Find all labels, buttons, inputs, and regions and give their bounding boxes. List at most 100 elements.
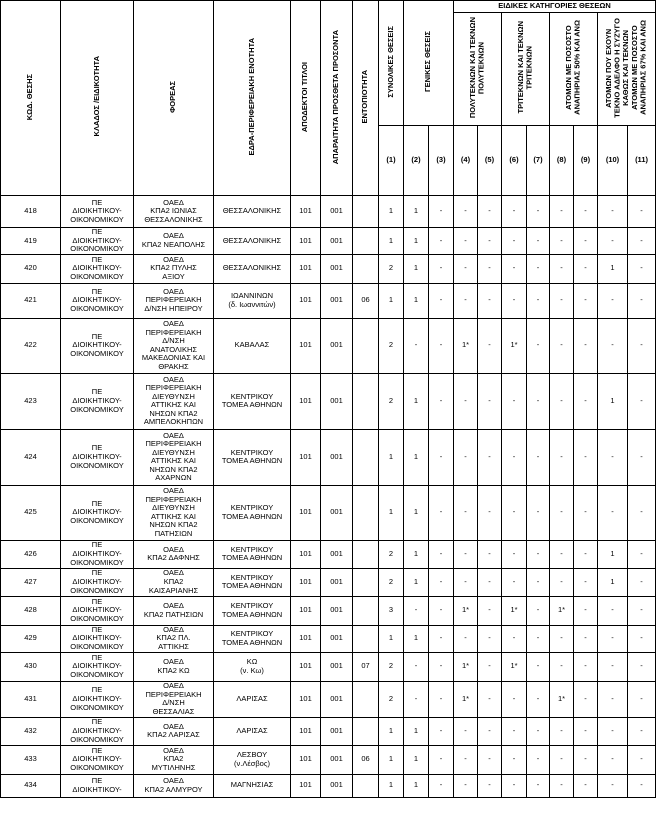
table-cell: 2: [378, 253, 404, 284]
table-cell: 101: [290, 195, 321, 228]
table-cell: 1: [403, 484, 429, 541]
table-cell: -: [597, 227, 628, 255]
table-cell: 101: [290, 716, 321, 746]
table-cell: ΠΕ ΔΙΟΙΚΗΤΙΚΟΥ- ΟΙΚΟΝΟΜΙΚΟΥ: [60, 317, 134, 374]
table-cell: ΠΕ ΔΙΟΙΚΗΤΙΚΟΥ- ΟΙΚΟΝΟΜΙΚΟΥ: [60, 680, 134, 718]
table-cell: ΟΑΕΔ ΚΠΑ2 ΙΩΝΙΑΣ ΘΕΣΣΑΛΟΝΙΚΗΣ: [133, 195, 214, 228]
table-cell: 101: [290, 567, 321, 597]
table-cell: 1: [378, 744, 404, 775]
table-cell: -: [573, 624, 598, 653]
table-cell: ΚΕΝΤΡΙΚΟΥ ΤΟΜΕΑ ΑΘΗΝΩΝ: [213, 624, 291, 653]
table-cell: -: [549, 227, 574, 255]
table-cell: -: [501, 195, 527, 228]
subgroup-header: ΠΟΛΥΤΕΚΝΩΝ ΚΑΙ ΤΕΚΝΩΝ ΠΟΛΥΤΕΚΝΩΝ: [453, 12, 502, 126]
table-cell: -: [477, 253, 502, 284]
table-cell: -: [428, 744, 454, 775]
table-cell: 1*: [501, 317, 527, 374]
table-cell: -: [597, 282, 628, 319]
table-row: 422 ΠΕ ΔΙΟΙΚΗΤΙΚΟΥ- ΟΙΚΟΝΟΜΙΚΟΥ ΟΑΕΔ ΠΕΡΙΦ…: [0, 317, 657, 374]
table-cell: ΟΑΕΔ ΠΕΡΙΦΕΡΕΙΑΚΗ ΔΙΕΥΘΥΝΣΗ ΑΤΤΙΚΗΣ ΚΑΙ …: [133, 372, 214, 430]
column-number: (9): [573, 125, 598, 196]
table-cell: -: [403, 680, 429, 718]
table-row: 420 ΠΕ ΔΙΟΙΚΗΤΙΚΟΥ- ΟΙΚΟΝΟΜΙΚΟΥ ΟΑΕΔ ΚΠΑ2 …: [0, 253, 657, 284]
column-number: (5): [477, 125, 502, 196]
table-cell: 1: [403, 372, 429, 430]
table-cell: -: [477, 428, 502, 486]
table-row: 418 ΠΕ ΔΙΟΙΚΗΤΙΚΟΥ- ΟΙΚΟΝΟΜΙΚΟΥ ΟΑΕΔ ΚΠΑ2 …: [0, 195, 657, 228]
column-header-text: ΓΕΝΙΚΕΣ ΘΕΣΕΙΣ: [423, 31, 433, 93]
table-cell: 2: [378, 651, 404, 682]
table-cell: -: [428, 253, 454, 284]
table-cell: -: [626, 595, 657, 626]
table-cell: 001: [320, 744, 353, 775]
table-cell: [352, 372, 379, 430]
table-cell: -: [626, 567, 657, 597]
table-cell: 431: [0, 680, 61, 718]
table-cell: -: [477, 372, 502, 430]
column-header-text: ΕΝΤΟΠΙΟΤΗΤΑ: [360, 69, 370, 124]
column-number: (11): [626, 125, 657, 196]
header-row: ΚΩΔ. ΘΕΣΗΣ ΚΛΑΔΟΣ /ΕΙΔΙΚΟΤΗΤΑ ΦΟΡΕΑΣ ΕΔΡΑ-Π…: [0, 0, 657, 196]
table-cell: 001: [320, 680, 353, 718]
table-row: 426 ΠΕ ΔΙΟΙΚΗΤΙΚΟΥ- ΟΙΚΟΝΟΜΙΚΟΥ ΟΑΕΔ ΚΠΑ2 …: [0, 539, 657, 569]
table-cell: 1: [403, 567, 429, 597]
table-cell: -: [597, 624, 628, 653]
table-cell: [352, 195, 379, 228]
table-cell: -: [573, 317, 598, 374]
subgroup-header: ΑΤΟΜΩΝ ΠΟΥ ΕΧΟΥΝ ΤΕΚΝΟ ΑΔΕΛΦΟ Η ΣΥΖΥΓΟ Κ…: [596, 12, 657, 126]
table-cell: -: [573, 195, 598, 228]
table-cell: -: [526, 372, 550, 430]
table-cell: -: [626, 651, 657, 682]
table-cell: -: [501, 428, 527, 486]
table-cell: 101: [290, 651, 321, 682]
column-header-text: ΦΟΡΕΑΣ: [168, 80, 178, 113]
table-cell: 422: [0, 317, 61, 374]
table-cell: ΚΩ (ν. Κω): [213, 651, 291, 682]
table-cell: -: [477, 595, 502, 626]
table-cell: 425: [0, 484, 61, 541]
subgroup-header-text: ΑΤΟΜΩΝ ΠΟΥ ΕΧΟΥΝ ΤΕΚΝΟ ΑΔΕΛΦΟ Η ΣΥΖΥΓΟ Κ…: [604, 17, 648, 118]
table-row: 429 ΠΕ ΔΙΟΙΚΗΤΙΚΟΥ- ΟΙΚΟΝΟΜΙΚΟΥ ΟΑΕΔ ΚΠΑ2 …: [0, 624, 657, 653]
table-cell: -: [477, 567, 502, 597]
table-cell: ΟΑΕΔ ΠΕΡΙΦΕΡΕΙΑΚΗ Δ/ΝΣΗ ΗΠΕΙΡΟΥ: [133, 282, 214, 319]
table-cell: ΚΕΝΤΡΙΚΟΥ ΤΟΜΕΑ ΑΘΗΝΩΝ: [213, 595, 291, 626]
table-cell: -: [501, 744, 527, 775]
table-cell: ΚΕΝΤΡΙΚΟΥ ΤΟΜΕΑ ΑΘΗΝΩΝ: [213, 372, 291, 430]
table-cell: 421: [0, 282, 61, 319]
table-cell: 101: [290, 539, 321, 569]
table-cell: -: [597, 651, 628, 682]
table-cell: ΟΑΕΔ ΚΠΑ2 ΚΑΙΣΑΡΙΑΝΗΣ: [133, 567, 214, 597]
table-cell: 101: [290, 317, 321, 374]
table-cell: 101: [290, 282, 321, 319]
table-cell: -: [477, 317, 502, 374]
table-cell: ΙΩΑΝΝΙΝΩΝ (δ. Ιωαννιτών): [213, 282, 291, 319]
table-cell: -: [526, 195, 550, 228]
table-cell: -: [573, 372, 598, 430]
table-cell: -: [501, 227, 527, 255]
table-cell: [352, 624, 379, 653]
table-cell: -: [626, 428, 657, 486]
subgroup-header-text: ΤΡΙΤΕΚΝΩΝ ΚΑΙ ΤΕΚΝΩΝ ΤΡΙΤΕΚΝΩΝ: [515, 21, 534, 114]
table-cell: -: [403, 595, 429, 626]
table-cell: 1*: [453, 317, 478, 374]
table-cell: -: [597, 680, 628, 718]
table-cell: -: [626, 680, 657, 718]
table-cell: -: [428, 567, 454, 597]
column-header: ΕΝΤΟΠΙΟΤΗΤΑ: [352, 0, 379, 196]
table-cell: ΟΑΕΔ ΚΠΑ2 ΛΑΡΙΣΑΣ: [133, 716, 214, 746]
column-number: (3): [428, 125, 454, 196]
column-header-text: ΑΠΟΔΕΚΤΟΙ ΤΙΤΛΟΙ: [300, 61, 310, 132]
table-cell: 101: [290, 624, 321, 653]
table-cell: -: [428, 282, 454, 319]
table-cell: 001: [320, 195, 353, 228]
table-cell: 1: [403, 744, 429, 775]
table-cell: ΜΑΓΝΗΣΙΑΣ: [213, 773, 291, 798]
table-cell: 1*: [453, 680, 478, 718]
table-cell: 001: [320, 773, 353, 798]
table-cell: -: [428, 227, 454, 255]
table-cell: -: [477, 680, 502, 718]
table-cell: ΛΑΡΙΣΑΣ: [213, 680, 291, 718]
table-cell: 001: [320, 372, 353, 430]
table-cell: 1: [403, 539, 429, 569]
table-cell: -: [526, 282, 550, 319]
